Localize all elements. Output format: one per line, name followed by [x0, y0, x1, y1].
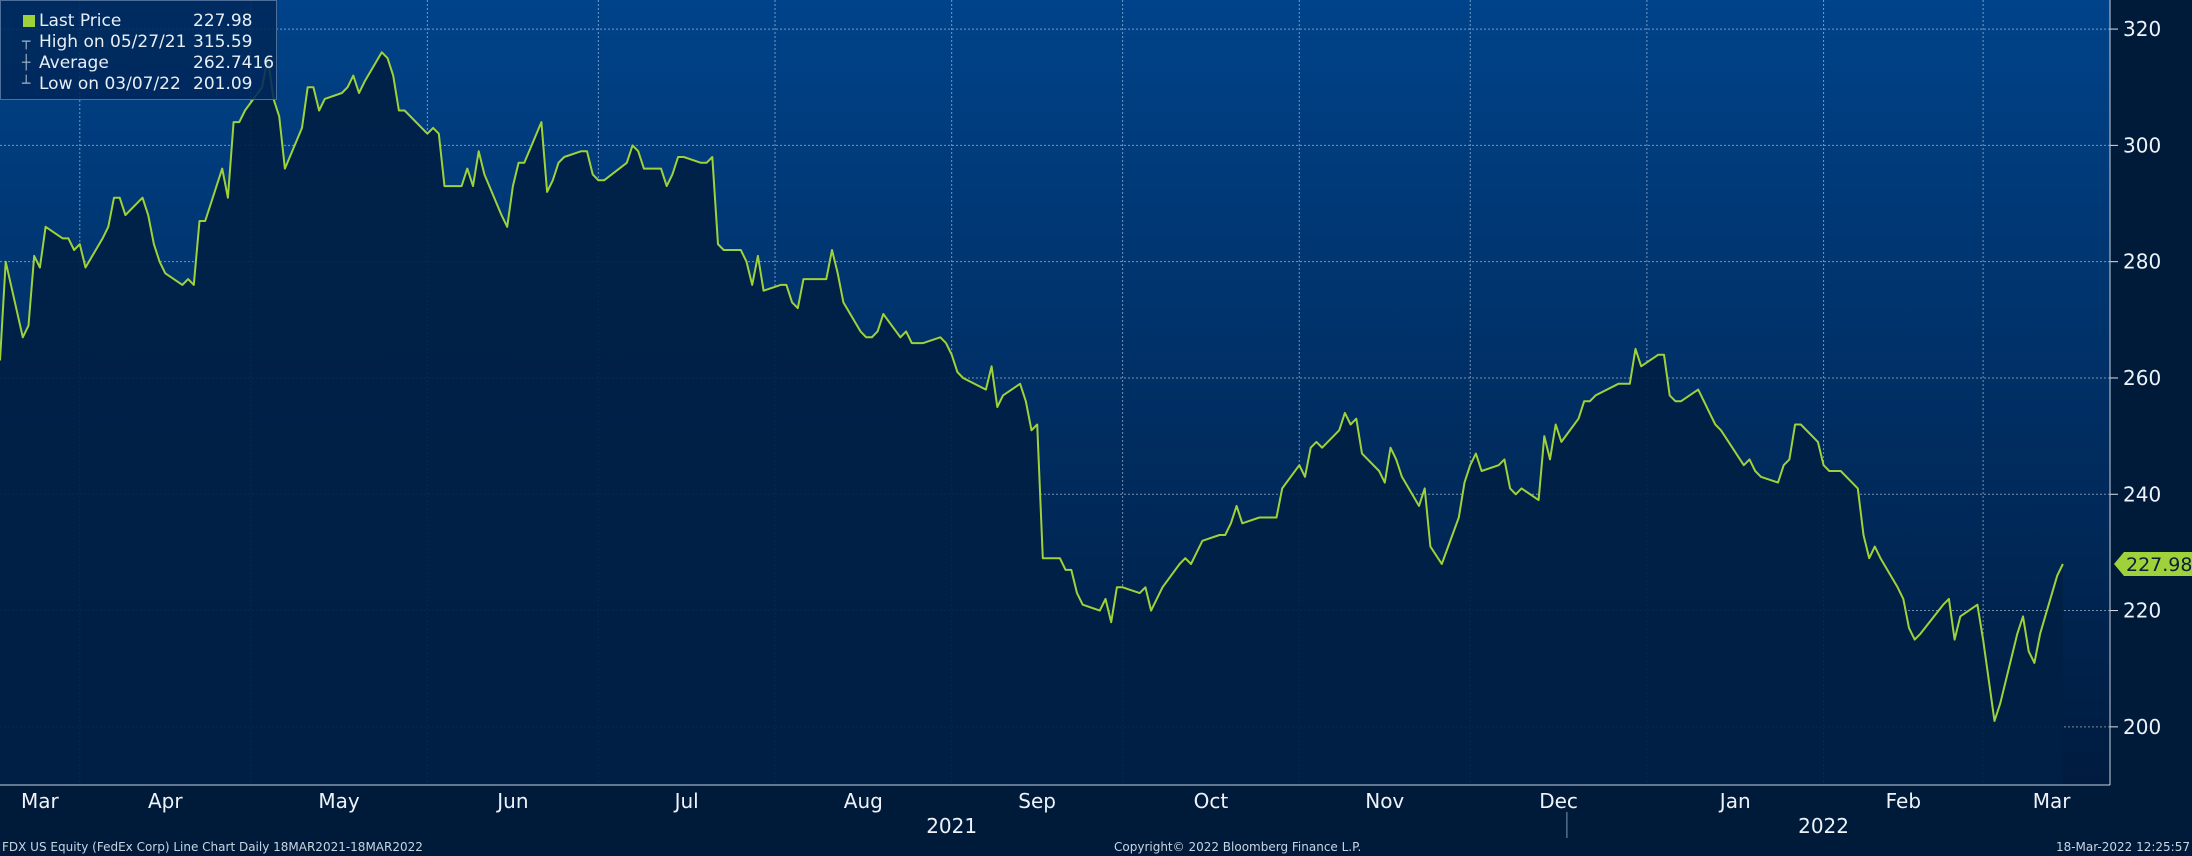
x-tick-label: Apr	[148, 789, 183, 813]
legend-label: Last Price	[39, 11, 122, 31]
x-tick-label: Jul	[673, 789, 699, 813]
series-area	[0, 52, 2063, 786]
x-tick-label: Feb	[1886, 789, 1921, 813]
x-tick-label: Mar	[21, 789, 60, 813]
x-tick-label: May	[318, 789, 360, 813]
x-tick-label: Aug	[844, 789, 883, 813]
series-line	[0, 51, 2064, 722]
series-layer	[0, 51, 2064, 786]
y-tick-label: 260	[2123, 366, 2161, 390]
x-tick-label: Oct	[1194, 789, 1229, 813]
legend-value: 201.09	[193, 74, 253, 94]
axes: 200 220 240 260 280 300 320 Mar Apr May Jun Jul Aug S…	[0, 0, 2192, 838]
legend-value: 262.7416	[193, 53, 275, 73]
y-tick-label: 240	[2123, 482, 2161, 506]
x-tick-label: Jan	[1718, 789, 1751, 813]
legend-value: 315.59	[193, 32, 253, 52]
x-tick-label: Dec	[1539, 789, 1578, 813]
y-tick-label: 220	[2123, 599, 2161, 623]
legend-label: Low on 03/07/22	[39, 74, 181, 94]
x-tick-label: Jun	[495, 789, 528, 813]
y-tick-label: 300	[2123, 133, 2161, 157]
footer-timestamp: 18-Mar-2022 12:25:57	[2055, 840, 2190, 854]
last-price-tag	[2114, 552, 2192, 577]
year-label: 2022	[1798, 814, 1849, 838]
y-tick-label: 320	[2123, 17, 2161, 41]
footer-security-description: FDX US Equity (FedEx Corp) Line Chart Da…	[2, 840, 423, 854]
x-tick-label: Nov	[1365, 789, 1404, 813]
x-tick-label: Sep	[1018, 789, 1056, 813]
legend-label: High on 05/27/21	[39, 32, 187, 52]
last-price-swatch	[23, 15, 35, 27]
legend: Last Price 227.98 ┬ High on 05/27/21 315…	[0, 0, 277, 100]
high-marker-icon: ┬	[22, 34, 31, 50]
footer-copyright: Copyright© 2022 Bloomberg Finance L.P.	[1114, 840, 1362, 854]
x-tick-label: Mar	[2033, 789, 2072, 813]
legend-value: 227.98	[193, 11, 253, 31]
last-price-tag-label: 227.98	[2126, 554, 2192, 576]
year-label: 2021	[926, 814, 977, 838]
average-marker-icon: ┼	[22, 55, 31, 71]
y-tick-label: 200	[2123, 715, 2161, 739]
y-tick-label: 280	[2123, 250, 2161, 274]
low-marker-icon: ┴	[22, 76, 31, 92]
legend-label: Average	[39, 53, 109, 73]
